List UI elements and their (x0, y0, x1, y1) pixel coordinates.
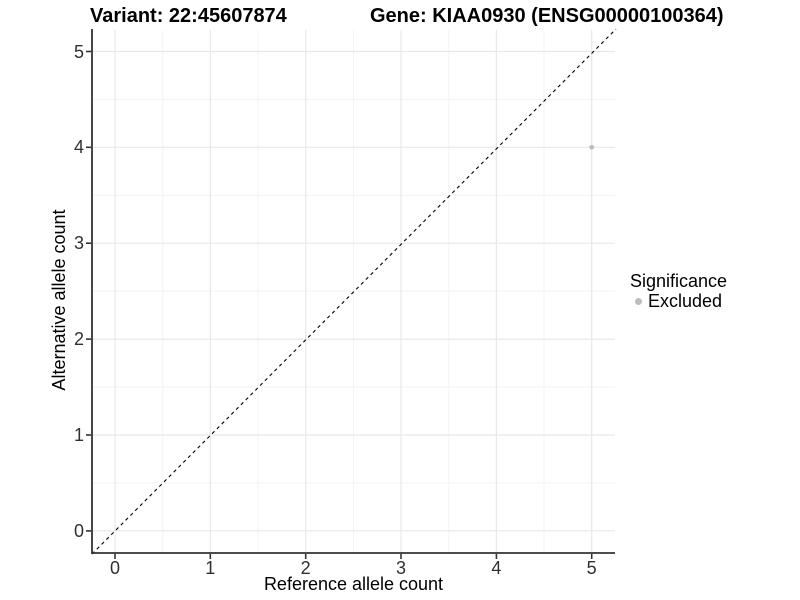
legend-label-excluded: Excluded (648, 291, 723, 311)
data-point (589, 144, 595, 150)
x-tick-label-2: 2 (300, 558, 311, 578)
y-tick-label-2: 2 (73, 329, 84, 350)
y-tick-label-1: 1 (73, 425, 84, 445)
plot-title-variant: Variant: 22:45607874 (90, 5, 287, 27)
x-axis-title: Reference allele count (263, 574, 444, 594)
y-tick-label-3: 3 (73, 233, 84, 254)
legend-title: Significance (630, 271, 728, 291)
x-tick-label-3: 3 (395, 558, 406, 578)
y-tick-label-0: 0 (73, 520, 84, 541)
x-tick-label-5: 5 (586, 558, 597, 578)
x-tick-marks (114, 554, 593, 559)
gridlines-major-horizontal (92, 50, 615, 532)
gridlines-minor-horizontal (92, 98, 615, 484)
identity-reference-line (91, 28, 617, 555)
x-tick-label-4: 4 (491, 558, 502, 578)
y-axis-title: Alternative allele count (49, 209, 69, 391)
plot-title-gene: Gene: KIAA0930 (ENSG00000100364) (370, 5, 724, 27)
y-tick-label-5: 5 (73, 41, 84, 62)
gridlines-major-vertical (114, 30, 593, 553)
x-tick-label-0: 0 (109, 558, 120, 578)
axis-lines (91, 29, 615, 554)
legend-key-dot-excluded (634, 298, 642, 305)
y-tick-marks (86, 50, 91, 532)
x-tick-label-1: 1 (205, 558, 216, 578)
y-tick-label-4: 4 (73, 137, 84, 158)
